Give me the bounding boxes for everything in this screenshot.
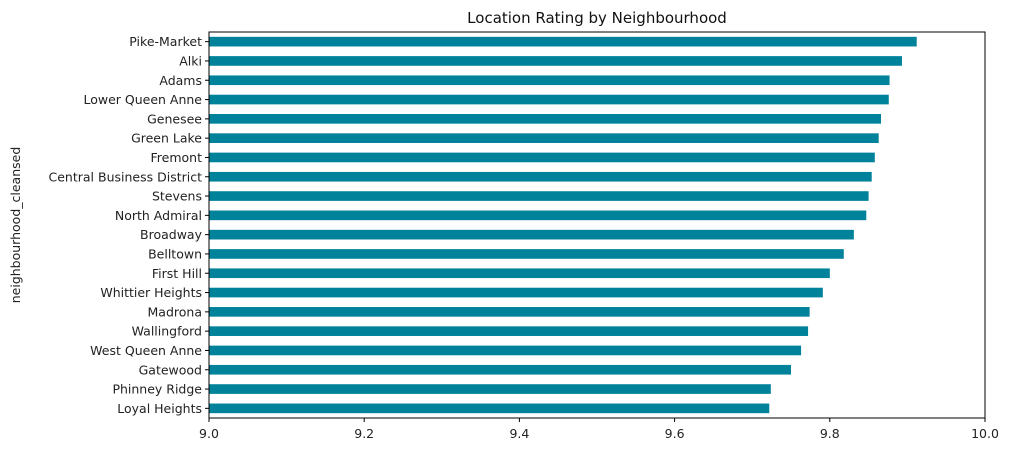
x-tick-label: 9.4	[509, 426, 529, 441]
x-ticks: 9.0 9.2 9.4 9.6 9.8 10.0	[199, 418, 999, 441]
bar	[209, 345, 802, 356]
x-tick-label: 9.2	[354, 426, 374, 441]
y-tick-label: Belltown	[148, 246, 202, 261]
y-tick-label: Genesee	[147, 111, 202, 126]
y-tick-label: West Queen Anne	[90, 343, 202, 358]
bar	[209, 133, 879, 143]
y-tick-label: Green Lake	[131, 131, 202, 146]
x-tick-label: 10.0	[971, 426, 999, 441]
y-tick-label: Loyal Heights	[117, 401, 202, 416]
bar	[209, 152, 875, 163]
y-tick-label: Madrona	[148, 304, 202, 319]
x-tick-label: 9.0	[199, 426, 219, 441]
bars-layer	[209, 36, 917, 414]
bar	[209, 229, 854, 240]
bar	[209, 326, 809, 336]
y-tick-label: Central Business District	[49, 169, 203, 184]
y-tick-label: Adams	[159, 73, 202, 88]
y-tick-label: Stevens	[152, 189, 202, 204]
y-tick-label: Phinney Ridge	[112, 382, 202, 397]
bar	[209, 171, 872, 182]
bar	[209, 210, 867, 221]
y-tick-label: Broadway	[140, 227, 203, 242]
bar	[209, 114, 882, 124]
y-tick-label: Whittier Heights	[100, 285, 202, 300]
bar	[209, 364, 791, 375]
y-tick-label: First Hill	[152, 266, 202, 281]
bar	[209, 403, 770, 414]
bar	[209, 56, 902, 66]
y-tick-label: Wallingford	[132, 324, 202, 339]
y-ticks: Pike-Market Alki Adams Lower Queen Anne Gene…	[49, 34, 209, 416]
x-tick-label: 9.8	[820, 426, 840, 441]
y-tick-label: Lower Queen Anne	[83, 92, 202, 107]
bar	[209, 191, 869, 201]
bar	[209, 94, 889, 105]
bar	[209, 75, 890, 86]
x-tick-label: 9.6	[665, 426, 685, 441]
bar	[209, 307, 810, 317]
bar	[209, 249, 844, 259]
bar	[209, 268, 830, 279]
chart-title: Location Rating by Neighbourhood	[467, 9, 727, 27]
y-tick-label: Pike-Market	[129, 34, 202, 49]
bar	[209, 36, 917, 47]
y-axis-label: neighbourhood_cleansed	[8, 147, 23, 304]
plot-frame	[208, 31, 986, 419]
y-tick-label: Alki	[179, 53, 202, 68]
bar	[209, 384, 771, 394]
y-tick-label: North Admiral	[115, 208, 202, 223]
bar	[209, 287, 823, 298]
y-tick-label: Fremont	[151, 150, 203, 165]
y-tick-label: Gatewood	[139, 362, 202, 377]
